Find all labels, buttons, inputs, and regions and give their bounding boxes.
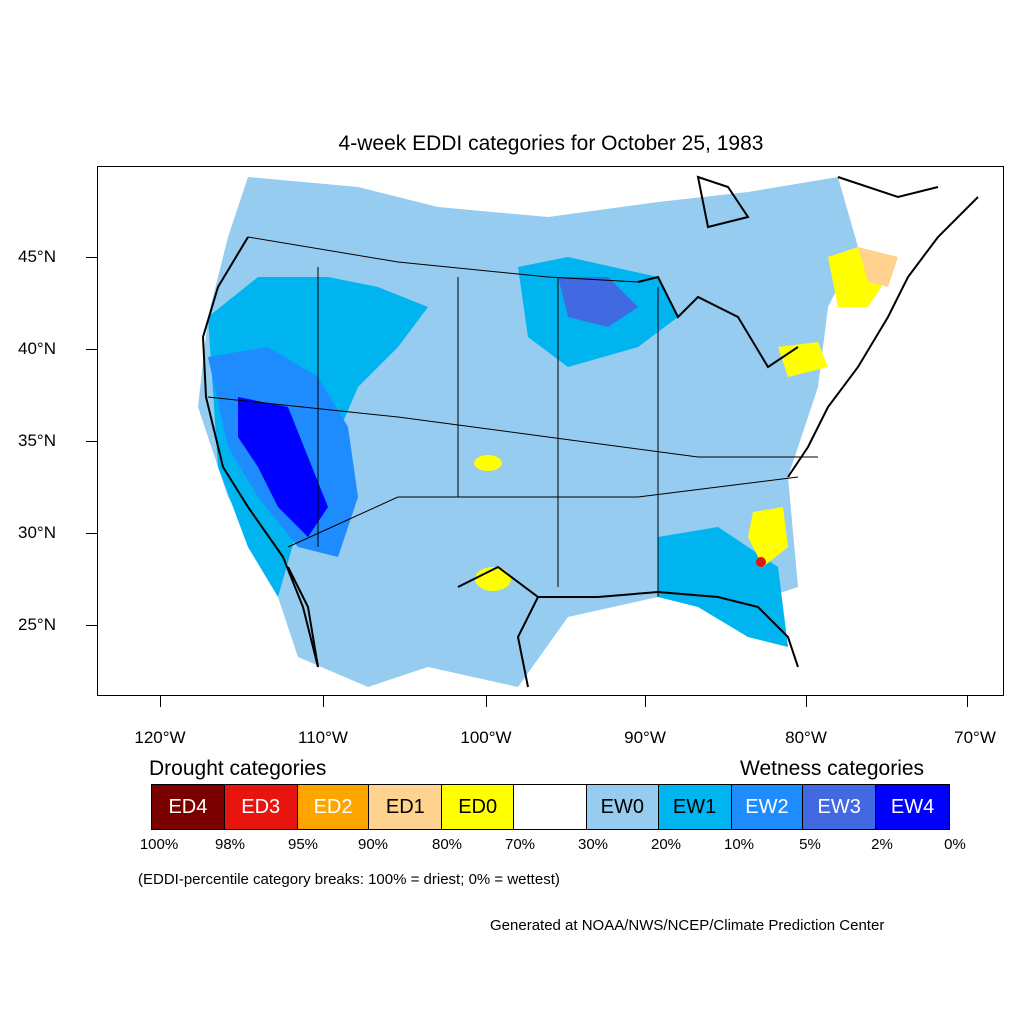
break-label: 100% bbox=[139, 836, 179, 853]
break-label: 5% bbox=[799, 836, 821, 853]
break-label: 30% bbox=[577, 836, 609, 853]
credit-line: Generated at NOAA/NWS/NCEP/Climate Predi… bbox=[490, 917, 885, 934]
lon-label-110: 110°W bbox=[298, 728, 348, 747]
legend-box-ew1: EW1 bbox=[658, 785, 732, 829]
state-boundaries bbox=[207, 236, 818, 597]
lat-label-35: 35°N bbox=[18, 431, 56, 450]
break-label: 98% bbox=[214, 836, 246, 853]
lat-tick-40 bbox=[86, 349, 97, 350]
legend-box-ed3: ED3 bbox=[224, 785, 298, 829]
break-label: 0% bbox=[944, 836, 966, 853]
lon-label-120: 120°W bbox=[134, 728, 186, 747]
lon-label-100: 100°W bbox=[460, 728, 512, 747]
legend-box-ew0: EW0 bbox=[586, 785, 659, 829]
legend-box-ed0: ED0 bbox=[442, 785, 515, 829]
legend-box-ew4: EW4 bbox=[876, 785, 949, 829]
ed0-region-southeast bbox=[748, 507, 788, 567]
lon-label-70: 70°W bbox=[954, 728, 996, 747]
ew4-region bbox=[238, 397, 328, 537]
lon-tick-90 bbox=[645, 696, 646, 707]
legend-box-ed2: ED2 bbox=[297, 785, 370, 829]
ew1-region-southeast bbox=[658, 527, 788, 647]
lat-tick-25 bbox=[86, 625, 97, 626]
lon-tick-80 bbox=[806, 696, 807, 707]
break-label: 95% bbox=[287, 836, 319, 853]
eddi-map-canvas bbox=[198, 175, 979, 688]
legend-box-ew3: EW3 bbox=[803, 785, 877, 829]
break-label: 70% bbox=[504, 836, 536, 853]
break-label: 80% bbox=[431, 836, 463, 853]
lat-tick-30 bbox=[86, 533, 97, 534]
break-label: 90% bbox=[357, 836, 389, 853]
lat-tick-35 bbox=[86, 441, 97, 442]
break-label: 20% bbox=[650, 836, 682, 853]
lon-tick-110 bbox=[323, 696, 324, 707]
ed0-region-newyork bbox=[778, 342, 828, 377]
lat-label-25: 25°N bbox=[18, 615, 56, 634]
break-label: 2% bbox=[871, 836, 893, 853]
legend-box-ew2: EW2 bbox=[731, 785, 804, 829]
lon-tick-70 bbox=[967, 696, 968, 707]
break-label: 10% bbox=[723, 836, 755, 853]
drought-regions bbox=[474, 247, 898, 591]
lon-label-80: 80°W bbox=[785, 728, 827, 747]
ed0-region-plains bbox=[474, 455, 502, 471]
lat-label-45: 45°N bbox=[18, 247, 56, 266]
drought-categories-title: Drought categories bbox=[149, 757, 327, 780]
lat-label-40: 40°N bbox=[18, 339, 56, 358]
ed1-region-maine bbox=[858, 247, 898, 287]
legend-colorbar: ED4 ED3 ED2 ED1 ED0 EW0 EW1 EW2 EW3 EW4 bbox=[151, 784, 950, 830]
lon-label-90: 90°W bbox=[624, 728, 666, 747]
legend-box-ed1: ED1 bbox=[369, 785, 443, 829]
lat-tick-45 bbox=[86, 257, 97, 258]
legend-box-ed4: ED4 bbox=[152, 785, 225, 829]
category-breaks-note: (EDDI-percentile category breaks: 100% =… bbox=[138, 871, 560, 888]
lon-tick-120 bbox=[160, 696, 161, 707]
coastlines bbox=[201, 175, 979, 688]
ew3-region bbox=[558, 277, 638, 327]
eddi-map bbox=[97, 166, 1004, 696]
map-title: 4-week EDDI categories for October 25, 1… bbox=[338, 132, 764, 155]
lon-tick-100 bbox=[486, 696, 487, 707]
wetness-categories-title: Wetness categories bbox=[740, 757, 925, 780]
legend-box-neutral bbox=[514, 785, 587, 829]
ed3-spot bbox=[756, 557, 766, 567]
wetness-regions bbox=[198, 177, 858, 687]
lat-label-30: 30°N bbox=[18, 523, 56, 542]
